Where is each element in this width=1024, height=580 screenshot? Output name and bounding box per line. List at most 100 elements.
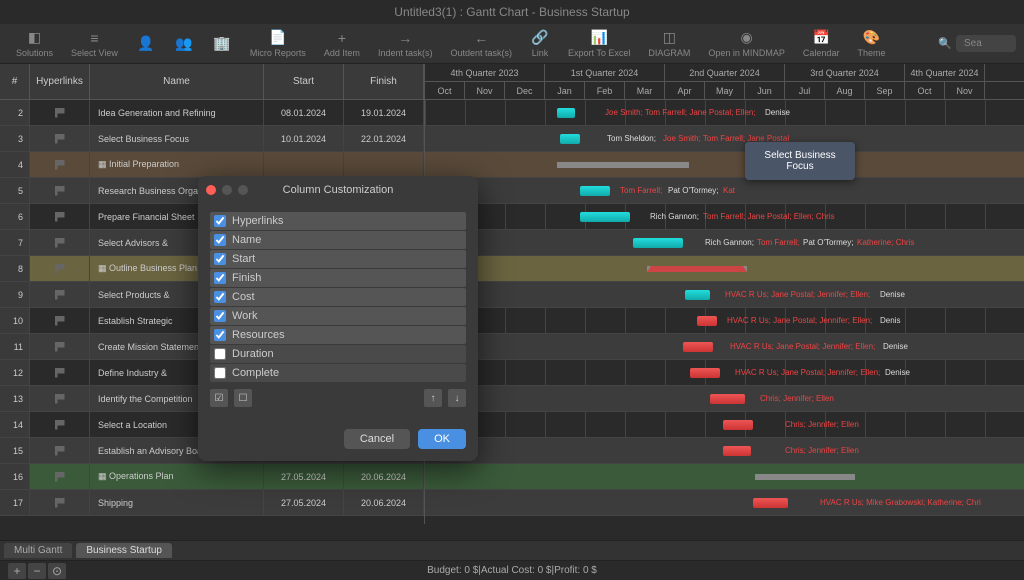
column-option-complete[interactable]: Complete (210, 364, 466, 382)
gantt-bar[interactable] (647, 266, 747, 272)
column-option-work[interactable]: Work (210, 307, 466, 325)
toolbar-calendar[interactable]: 📅Calendar (795, 28, 848, 60)
col-header-num[interactable]: # (0, 64, 30, 99)
cancel-button[interactable]: Cancel (344, 429, 410, 449)
toolbar-outdent-task(s)[interactable]: ←Outdent task(s) (442, 28, 520, 60)
task-row[interactable]: 3Select Business Focus10.01.202422.01.20… (0, 126, 424, 152)
gantt-row[interactable]: HVAC R Us; Jane Postal; Jennifer; Ellen;… (425, 360, 1024, 386)
gantt-row[interactable]: Chris; Jennifer; Ellen (425, 386, 1024, 412)
gantt-row[interactable]: Chris; Jennifer; Ellen (425, 412, 1024, 438)
gantt-row[interactable]: HVAC R Us; Jane Postal; Jennifer; Ellen;… (425, 308, 1024, 334)
column-checkbox[interactable] (214, 215, 226, 227)
hyperlink-cell[interactable] (30, 178, 90, 203)
task-name-cell[interactable]: Shipping (90, 490, 264, 515)
column-checkbox[interactable] (214, 234, 226, 246)
finish-date-cell[interactable]: 20.06.2024 (344, 490, 424, 515)
gantt-bar[interactable] (753, 498, 788, 508)
column-checkbox[interactable] (214, 310, 226, 322)
gantt-bar[interactable] (560, 134, 580, 144)
hyperlink-cell[interactable] (30, 308, 90, 333)
toolbar-add-item[interactable]: +Add Item (316, 28, 368, 60)
gantt-row[interactable]: Joe Smith; Tom Farrell; Jane Postal; Ell… (425, 100, 1024, 126)
gantt-bar[interactable] (690, 368, 720, 378)
gantt-row[interactable]: Chris; Jennifer; Ellen (425, 438, 1024, 464)
toolbar-export-to-excel[interactable]: 📊Export To Excel (560, 28, 638, 60)
hyperlink-cell[interactable] (30, 152, 90, 177)
gantt-bar[interactable] (723, 446, 751, 456)
gantt-bar[interactable] (755, 474, 855, 480)
gantt-row[interactable]: Rich Gannon;Tom Farrell; Jane Postal; El… (425, 204, 1024, 230)
task-name-cell[interactable]: ▦ Initial Preparation (90, 152, 264, 177)
move-down-button[interactable]: ↓ (448, 389, 466, 407)
gantt-chart[interactable]: 4th Quarter 20231st Quarter 20242nd Quar… (425, 64, 1024, 524)
dialog-titlebar[interactable]: Column Customization (198, 176, 478, 204)
col-header-hyperlinks[interactable]: Hyperlinks (30, 64, 90, 99)
toolbar-indent-task(s)[interactable]: →Indent task(s) (370, 28, 441, 60)
gantt-bar[interactable] (685, 290, 710, 300)
gantt-bar[interactable] (557, 108, 575, 118)
toolbar-btn-3[interactable]: 👥 (166, 34, 202, 54)
start-date-cell[interactable]: 27.05.2024 (264, 490, 344, 515)
col-header-name[interactable]: Name (90, 64, 264, 99)
hyperlink-cell[interactable] (30, 204, 90, 229)
finish-date-cell[interactable]: 22.01.2024 (344, 126, 424, 151)
column-option-cost[interactable]: Cost (210, 288, 466, 306)
start-date-cell[interactable] (264, 152, 344, 177)
hyperlink-cell[interactable] (30, 334, 90, 359)
column-option-resources[interactable]: Resources (210, 326, 466, 344)
toolbar-micro-reports[interactable]: 📄Micro Reports (242, 28, 314, 60)
task-row[interactable]: 2Idea Generation and Refining08.01.20241… (0, 100, 424, 126)
gantt-bar[interactable] (580, 212, 630, 222)
tab-business-startup[interactable]: Business Startup (76, 543, 172, 558)
column-checkbox[interactable] (214, 253, 226, 265)
column-checkbox[interactable] (214, 367, 226, 379)
hyperlink-cell[interactable] (30, 490, 90, 515)
gantt-bar[interactable] (710, 394, 745, 404)
move-up-button[interactable]: ↑ (424, 389, 442, 407)
hyperlink-cell[interactable] (30, 230, 90, 255)
toolbar-btn-2[interactable]: 👤 (128, 34, 164, 54)
zoom-in-button[interactable]: + (8, 563, 26, 579)
gantt-row[interactable] (425, 152, 1024, 178)
hyperlink-cell[interactable] (30, 412, 90, 437)
gantt-row[interactable]: Tom Sheldon;Joe Smith; Tom Farrell; Jane… (425, 126, 1024, 152)
zoom-out-button[interactable]: − (28, 563, 46, 579)
uncheck-all-button[interactable]: ☐ (234, 389, 252, 407)
hyperlink-cell[interactable] (30, 126, 90, 151)
finish-date-cell[interactable]: 19.01.2024 (344, 100, 424, 125)
hyperlink-cell[interactable] (30, 386, 90, 411)
finish-date-cell[interactable] (344, 152, 424, 177)
column-checkbox[interactable] (214, 348, 226, 360)
gantt-row[interactable] (425, 464, 1024, 490)
finish-date-cell[interactable]: 20.06.2024 (344, 464, 424, 489)
check-all-button[interactable]: ☑ (210, 389, 228, 407)
start-date-cell[interactable]: 08.01.2024 (264, 100, 344, 125)
start-date-cell[interactable]: 10.01.2024 (264, 126, 344, 151)
gantt-row[interactable]: HVAC R Us; Jane Postal; Jennifer; Ellen;… (425, 282, 1024, 308)
toolbar-solutions[interactable]: ◧Solutions (8, 28, 61, 60)
toolbar-btn-4[interactable]: 🏢 (204, 34, 240, 54)
col-header-start[interactable]: Start (264, 64, 344, 99)
gantt-bar[interactable] (723, 420, 753, 430)
hyperlink-cell[interactable] (30, 360, 90, 385)
column-option-hyperlinks[interactable]: Hyperlinks (210, 212, 466, 230)
toolbar-open-in-mindmap[interactable]: ◉Open in MINDMAP (700, 28, 793, 60)
hyperlink-cell[interactable] (30, 282, 90, 307)
gantt-bar[interactable] (633, 238, 683, 248)
gantt-bar[interactable] (683, 342, 713, 352)
ok-button[interactable]: OK (418, 429, 466, 449)
col-header-finish[interactable]: Finish (344, 64, 424, 99)
gantt-row[interactable]: Rich Gannon;Tom Farrell;Pat O'Tormey;Kat… (425, 230, 1024, 256)
gantt-row[interactable]: HVAC R Us; Mike Grabowski; Katherine; Ch… (425, 490, 1024, 516)
task-name-cell[interactable]: ▦ Operations Plan (90, 464, 264, 489)
column-option-duration[interactable]: Duration (210, 345, 466, 363)
gantt-bar[interactable] (580, 186, 610, 196)
task-name-cell[interactable]: Select Business Focus (90, 126, 264, 151)
gantt-row[interactable]: Tom Farrell;Pat O'Tormey;Kat (425, 178, 1024, 204)
fit-button[interactable]: ⊙ (48, 563, 66, 579)
column-option-name[interactable]: Name (210, 231, 466, 249)
gantt-bar[interactable] (557, 162, 689, 168)
gantt-bar[interactable] (697, 316, 717, 326)
traffic-lights[interactable] (206, 185, 248, 195)
column-option-finish[interactable]: Finish (210, 269, 466, 287)
